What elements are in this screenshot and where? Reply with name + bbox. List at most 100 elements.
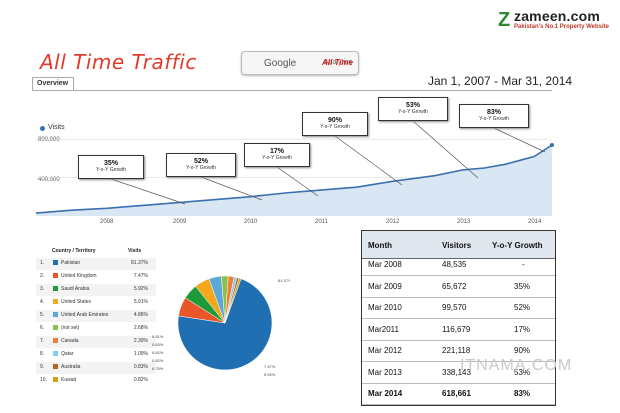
growth-cell: 17% <box>514 324 531 334</box>
country-rank: 5. <box>40 312 45 318</box>
growth-column-header: Y-o-Y Growth <box>492 241 543 250</box>
growth-callout: 83% Y-o-Y Growth <box>459 104 529 128</box>
page-title: All Time Traffic <box>40 50 197 74</box>
visits-area-fill <box>36 145 552 216</box>
country-name: United Arab Emirates <box>61 312 109 318</box>
growth-value: 52% <box>193 158 208 165</box>
growth-label: Y-o-Y Growth <box>186 165 216 171</box>
x-tick-label: 2012 <box>386 219 400 225</box>
country-visits-pct: 2.68% <box>133 325 148 331</box>
visits-series-line <box>35 144 553 214</box>
all-time-label: All Time <box>322 58 353 67</box>
growth-label: Y-o-Y Growth <box>262 155 292 161</box>
country-color-swatch <box>53 286 58 291</box>
month-cell: Mar 2014 <box>368 389 403 398</box>
country-rank: 3. <box>40 286 45 292</box>
country-row[interactable]: 5. United Arab Emirates 4.86% <box>36 310 156 322</box>
country-color-swatch <box>53 325 58 330</box>
country-row[interactable]: 9. Australia 0.83% <box>36 362 156 374</box>
visits-legend-label: Visits <box>48 124 65 131</box>
country-rank: 7. <box>40 338 45 344</box>
growth-callout: 52% Y-o-Y Growth <box>166 153 236 177</box>
callout-leader-line <box>412 120 479 179</box>
google-analytics-badge: Google Analytics <box>241 51 359 75</box>
country-pie-chart: 81.37% 7.47% 5.92% 5.91% 0.83% 0.82% 0.82% 6.75… <box>152 275 290 377</box>
country-visits-pct: 5.91% <box>133 299 148 305</box>
pie-slice-pakistan[interactable] <box>177 278 273 371</box>
y-tick-label: 800,000 <box>38 137 60 143</box>
table-header: Month Visitors Y-o-Y Growth <box>362 231 555 259</box>
visitors-cell: 116,679 <box>442 324 471 334</box>
table-row: Mar2011 116,679 17% <box>362 320 555 341</box>
month-cell: Mar2011 <box>368 324 399 334</box>
date-range[interactable]: Jan 1, 2007 - Mar 31, 2014 <box>428 74 573 88</box>
country-rank: 6. <box>40 325 45 331</box>
growth-label: Y-o-Y Growth <box>320 124 350 130</box>
country-row[interactable]: 10. Kuwait 0.82% <box>36 375 156 387</box>
analytics-label: Analytics <box>324 59 353 66</box>
country-row[interactable]: 6. (not set) 2.68% <box>36 323 156 335</box>
month-cell: Mar 2012 <box>368 346 402 355</box>
country-row[interactable]: 3. Saudi Arabia 5.92% <box>36 284 156 296</box>
growth-value: 90% <box>327 117 342 124</box>
country-row[interactable]: 1. Pakistan 81.37% <box>36 258 156 270</box>
country-row[interactable]: 8. Qatar 1.09% <box>36 349 156 361</box>
country-color-swatch <box>53 312 58 317</box>
google-logo: Google <box>264 58 297 69</box>
table-row: Mar 2014 618,661 83% <box>362 384 555 405</box>
pie-slice-label: 0.82% <box>152 350 164 355</box>
visitors-cell: 338,143 <box>442 367 471 377</box>
growth-cell: 52% <box>514 303 531 312</box>
pie-slice-label: 6.75% <box>152 366 164 371</box>
tab-overview[interactable]: Overview <box>32 77 74 91</box>
visits-column-header: Visits <box>128 248 142 254</box>
pie-slice-label: 5.91% <box>152 334 164 339</box>
visitors-cell: 48,535 <box>442 260 467 269</box>
country-visits-pct: 1.09% <box>133 351 148 357</box>
country-rank: 2. <box>40 273 45 279</box>
callout-leader-line <box>334 135 403 186</box>
country-rank: 4. <box>40 299 45 305</box>
growth-value: 35% <box>103 160 118 167</box>
growth-label: Y-o-Y Growth <box>96 167 126 173</box>
growth-value: 83% <box>486 109 501 116</box>
country-row[interactable]: 4. United States 5.91% <box>36 297 156 309</box>
country-row[interactable]: 7. Canada 2.30% <box>36 336 156 348</box>
x-tick-label: 2009 <box>173 219 187 225</box>
month-cell: Mar 2010 <box>368 303 402 312</box>
visits-end-point <box>550 142 554 147</box>
visits-legend-swatch <box>40 126 45 131</box>
brand-name: zameen.com <box>514 8 601 24</box>
visitors-cell: 99,570 <box>442 303 467 312</box>
monthly-visitors-table: Month Visitors Y-o-Y Growth Mar 2008 48,5… <box>361 230 556 406</box>
x-tick-label: 2008 <box>100 219 114 225</box>
table-row: Mar 2013 338,143 53% <box>362 363 555 384</box>
x-tick-label: 2010 <box>244 219 258 225</box>
country-name: Kuwait <box>61 377 77 383</box>
table-row: Mar 2010 99,570 52% <box>362 298 555 319</box>
tab-divider <box>32 90 552 91</box>
country-visits-pct: 5.92% <box>133 286 148 292</box>
growth-cell: - <box>522 260 525 269</box>
zameen-logo-icon: Z <box>498 9 511 31</box>
growth-callout: 53% Y-o-Y Growth <box>378 97 448 121</box>
country-row[interactable]: 2. United Kingdom 7.47% <box>36 271 156 283</box>
country-color-swatch <box>53 273 58 278</box>
brand-logo[interactable]: Z zameen.com Pakistan's No.1 Property We… <box>498 8 616 38</box>
pie-slice-kuwait[interactable] <box>224 277 242 324</box>
brand-tagline: Pakistan's No.1 Property Website <box>514 24 610 30</box>
country-name: Canada <box>61 338 79 344</box>
visitors-column-header: Visitors <box>442 241 472 250</box>
callout-leader-line <box>276 166 319 197</box>
country-column-header: Country / Territory <box>52 248 96 254</box>
country-visits-pct: 2.30% <box>133 338 148 344</box>
country-color-swatch <box>53 351 58 356</box>
country-name: United States <box>61 299 92 305</box>
pie-slice-label: 0.82% <box>152 358 164 363</box>
pie-slice-label: 7.47% <box>264 364 276 369</box>
growth-callout: 35% Y-o-Y Growth <box>78 155 144 179</box>
growth-value: 53% <box>405 102 420 109</box>
country-visits-pct: 0.82% <box>133 377 148 383</box>
month-cell: Mar 2013 <box>368 367 402 377</box>
